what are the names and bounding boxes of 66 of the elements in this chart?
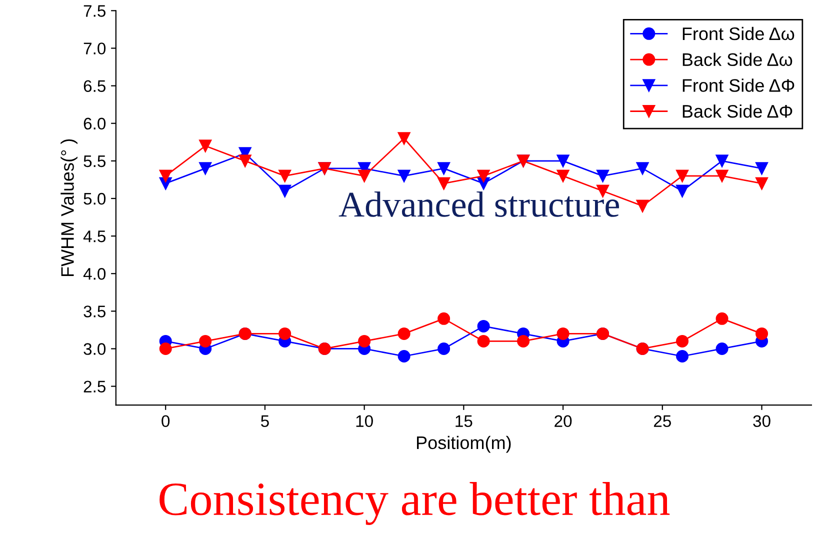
y-tick-label: 7.0 [84,42,106,54]
x-tick-label: 10 [356,415,373,428]
x-tick-label: 30 [753,415,770,428]
point [596,170,610,182]
point [756,327,768,340]
point [438,312,450,325]
y-tick-label: 5.5 [84,155,106,168]
point [358,170,371,182]
x-axis-title: Positiom(m) [417,436,511,453]
point [199,162,212,175]
point [477,334,490,348]
y-tick-label: 6.0 [84,118,106,130]
point [716,342,728,355]
point [756,177,768,190]
point [556,154,570,168]
point [676,350,689,362]
point [199,140,212,152]
point [556,170,570,182]
y-tick-label: 4.5 [83,230,106,242]
point [159,342,172,355]
y-tick-label: 3.0 [84,343,106,355]
legend-label: Front Side Δω [682,26,794,40]
point [716,312,728,325]
point [556,327,570,340]
x-tick-label: 15 [456,415,472,428]
annotation: Advanced structure [338,191,619,217]
y-tick-label: 7.5 [84,5,106,17]
point [517,334,530,348]
point [636,162,649,175]
point [716,170,728,182]
point [278,184,292,198]
point [477,320,490,332]
point [238,154,252,168]
point [438,162,450,175]
point [477,170,490,182]
point [278,170,292,182]
x-tick-label: 20 [554,415,572,428]
point [199,334,212,348]
point [358,334,371,348]
point [636,200,649,212]
x-tick-label: 5 [260,415,269,428]
x-tick-label: 25 [654,415,671,428]
y-tick-label: 5.0 [84,192,106,205]
point [756,162,768,175]
x-tick-label: 0 [162,415,170,428]
point [438,177,450,190]
point [278,327,292,340]
y-tick-label: 3.5 [84,306,106,318]
y-tick-label: 6.5 [84,80,106,92]
legend-label: Front Side ΔΦ [682,78,794,92]
legend-label: Back Side Δω [682,52,792,66]
point [438,342,450,355]
y-tick-label: 4.0 [83,268,106,280]
point [716,154,728,168]
point [676,170,689,182]
y-tick-label: 2.5 [84,380,106,392]
point [398,327,410,340]
point [676,184,689,198]
text: Consistency are better than [160,482,670,526]
legend-label: Back Side ΔΦ [682,104,792,118]
point [398,170,410,182]
point [159,170,172,182]
point [398,132,410,145]
point [398,350,410,362]
y-axis-title: FWHM Values(° ) [60,139,78,276]
point [676,334,689,348]
